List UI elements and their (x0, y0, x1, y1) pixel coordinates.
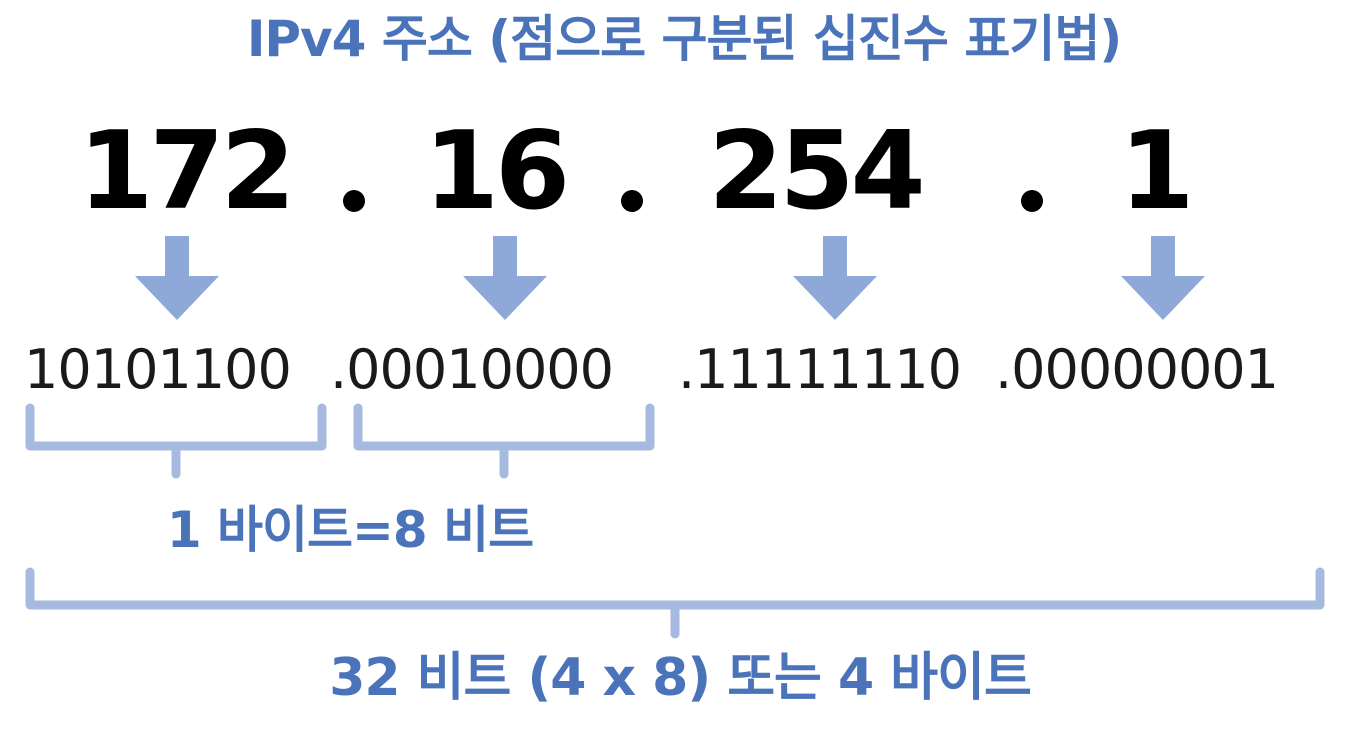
arrow-down-icon (135, 236, 219, 320)
byte-bracket-1 (25, 403, 327, 451)
octet-2: 16 (423, 109, 570, 234)
binary-octet-3: .11111110 (678, 338, 962, 401)
octet-4: 1 (1119, 109, 1194, 234)
arrow-down-icon (793, 236, 877, 320)
binary-octet-4: .00000001 (995, 338, 1279, 401)
diagram-title: IPv4 주소 (점으로 구분된 십진수 표기법) (246, 10, 1122, 68)
octet-3: 254 (708, 109, 925, 234)
binary-octet-2: .00010000 (330, 338, 614, 401)
octet-1: 172 (78, 109, 295, 234)
octet-separator-dot (621, 190, 643, 212)
total-bits-label: 32 비트 (4 x 8) 또는 4 바이트 (329, 648, 1032, 708)
total-bracket (25, 567, 1325, 610)
arrow-down-icon (463, 236, 547, 320)
octet-separator-dot (1021, 190, 1043, 212)
byte-label: 1 바이트=8 비트 (166, 501, 534, 559)
octet-separator-dot (343, 190, 365, 212)
arrow-down-icon (1121, 236, 1205, 320)
binary-octet-1: 10101100 (24, 338, 292, 401)
byte-bracket-2 (353, 403, 655, 451)
